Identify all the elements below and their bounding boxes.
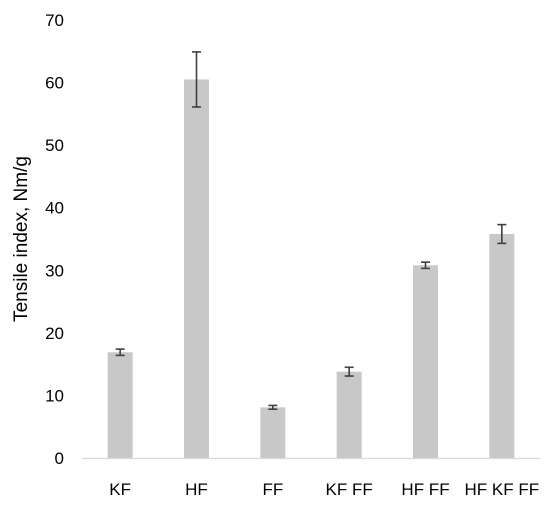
error-bar xyxy=(268,404,278,410)
y-tick-label: 30 xyxy=(45,261,64,280)
bar xyxy=(489,233,515,458)
y-tick-label: 60 xyxy=(45,74,64,93)
bar xyxy=(107,352,133,458)
x-tick-label: KF xyxy=(109,480,131,499)
bar xyxy=(184,79,209,458)
error-bar xyxy=(192,51,201,108)
bar xyxy=(260,407,286,458)
y-tick-label: 40 xyxy=(45,199,64,218)
x-tick-label: HF FF xyxy=(401,480,449,499)
y-axis-title: Tensile index, Nm/g xyxy=(11,156,32,322)
error-bar xyxy=(497,223,507,245)
bar xyxy=(336,371,362,458)
error-bar xyxy=(421,261,430,270)
y-tick-label: 10 xyxy=(45,386,64,405)
x-tick-label: HF xyxy=(185,480,208,499)
y-tick-label: 20 xyxy=(45,324,64,343)
error-bars xyxy=(115,51,507,410)
x-tick-label: KF FF xyxy=(326,480,373,499)
x-tick-label: HF KF FF xyxy=(465,480,540,499)
x-axis-ticks: KF HF FF KF FF HF FF HF KF FF xyxy=(109,480,539,499)
error-bar xyxy=(115,348,125,357)
y-tick-label: 50 xyxy=(45,136,64,155)
y-tick-label: 0 xyxy=(55,449,64,468)
error-bar xyxy=(344,366,354,377)
x-tick-label: FF xyxy=(262,480,283,499)
y-axis-ticks: 0 10 20 30 40 50 60 70 xyxy=(45,11,64,468)
bars xyxy=(107,79,515,458)
bar xyxy=(413,265,438,458)
y-tick-label: 70 xyxy=(45,11,64,30)
